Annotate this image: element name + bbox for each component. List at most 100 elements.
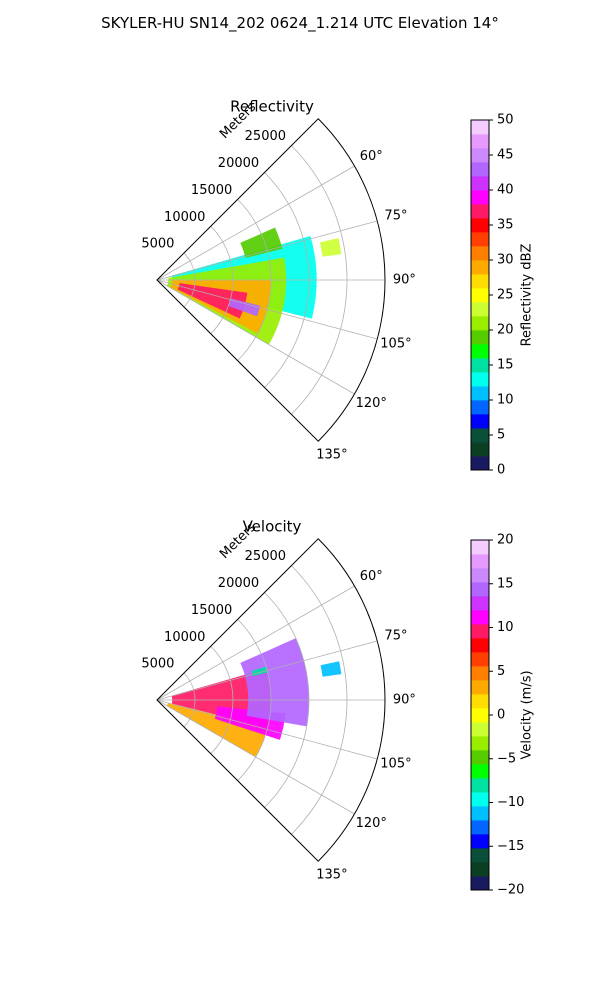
colorbar-swatch-24 [471,120,489,135]
echo-region-4 [320,661,342,677]
panel-title: Reflectivity [230,98,314,116]
azimuth-spoke-1 [156,640,378,701]
colorbar-tick-label-2: −10 [497,795,524,810]
colorbar-swatch-21 [471,162,489,177]
colorbar-tick-label-1: −15 [497,839,524,854]
radial-tick-label-2: 15000 [191,183,232,198]
azimuth-tick-label-2: 90° [393,273,416,288]
azimuth-spoke-3 [156,699,378,760]
colorbar-swatch-7 [471,358,489,373]
azimuth-tick-label-0: 60° [360,149,383,164]
colorbar: −20 −15 −10 −5 0 5 10 15 20 Velocity (m/s) [470,533,535,898]
colorbar-swatch-16 [471,232,489,247]
colorbar-swatch-13 [471,694,489,709]
colorbar-swatch-9 [471,750,489,765]
colorbar-swatch-22 [471,148,489,163]
colorbar-swatch-12 [471,288,489,303]
colorbar-swatch-14 [471,680,489,695]
azimuth-spoke-4 [156,699,355,815]
colorbar-swatch-23 [471,554,489,569]
colorbar-tick-label-8: 40 [497,183,514,198]
echo-region-1 [166,702,268,757]
colorbar-swatch-1 [471,862,489,877]
colorbar-tick-label-6: 30 [497,253,514,268]
sector-outline [156,118,386,442]
colorbar-swatch-19 [471,190,489,205]
colorbar-swatch-11 [471,302,489,317]
colorbar-tick-label-3: −5 [497,751,516,766]
colorbar-swatch-7 [471,778,489,793]
azimuth-tick-label-5: 135° [316,867,347,882]
panel-title: Velocity [243,518,302,536]
colorbar-swatch-0 [471,876,489,891]
colorbar-swatch-22 [471,568,489,583]
azimuth-tick-label-3: 105° [380,757,411,772]
colorbar-swatch-19 [471,610,489,625]
colorbar-swatch-1 [471,442,489,457]
radial-tick-label-0: 5000 [141,237,174,252]
colorbar-swatch-8 [471,344,489,359]
colorbar-swatch-2 [471,428,489,443]
colorbar-swatch-17 [471,638,489,653]
azimuth-spoke-3 [156,279,378,340]
colorbar-tick-label-5: 25 [497,288,514,303]
colorbar-swatch-15 [471,246,489,261]
azimuth-spoke-0 [156,585,355,701]
colorbar-tick-label-0: −20 [497,883,524,898]
radial-tick-label-1: 10000 [164,210,205,225]
radial-tick-label-1: 10000 [164,630,205,645]
colorbar-swatch-14 [471,260,489,275]
sector-outline [156,538,386,862]
radial-tick-label-4: 25000 [245,129,286,144]
colorbar-swatch-5 [471,806,489,821]
colorbar-swatch-21 [471,582,489,597]
colorbar-swatch-24 [471,540,489,555]
colorbar-tick-label-7: 35 [497,218,514,233]
colorbar-tick-label-4: 20 [497,323,514,338]
azimuth-tick-label-2: 90° [393,693,416,708]
azimuth-tick-label-3: 105° [380,337,411,352]
colorbar-swatch-10 [471,736,489,751]
azimuth-tick-label-4: 120° [356,396,387,411]
azimuth-tick-label-5: 135° [316,447,347,462]
azimuth-spoke-0 [156,165,355,281]
colorbar-swatch-12 [471,708,489,723]
colorbar-tick-label-7: 15 [497,576,514,591]
colorbar-swatch-2 [471,848,489,863]
echo-region-5 [240,227,283,258]
echo-region-3 [240,638,309,727]
colorbar-swatch-18 [471,204,489,219]
colorbar-swatch-9 [471,330,489,345]
colorbar-swatch-17 [471,218,489,233]
azimuth-spoke-4 [156,279,355,395]
azimuth-tick-label-1: 75° [384,628,407,643]
colorbar-swatch-3 [471,414,489,429]
colorbar-tick-label-6: 10 [497,620,514,635]
azimuth-tick-label-4: 120° [356,816,387,831]
colorbar-tick-label-5: 5 [497,664,505,679]
colorbar-swatch-15 [471,666,489,681]
colorbar-tick-label-2: 10 [497,393,514,408]
colorbar-tick-label-8: 20 [497,533,514,548]
colorbar-swatch-11 [471,722,489,737]
echo-region-6 [319,238,342,257]
colorbar-swatch-16 [471,652,489,667]
azimuth-tick-label-0: 60° [360,569,383,584]
colorbar-tick-label-10: 50 [497,113,514,128]
colorbar-swatch-4 [471,820,489,835]
colorbar-swatch-10 [471,316,489,331]
echo-region-3 [177,283,248,319]
colorbar-tick-label-4: 0 [497,708,505,723]
radial-tick-label-3: 20000 [218,156,259,171]
colorbar-swatch-0 [471,456,489,471]
azimuth-tick-label-1: 75° [384,208,407,223]
colorbar-tick-label-1: 5 [497,428,505,443]
colorbar-swatch-8 [471,764,489,779]
colorbar-tick-label-9: 45 [497,148,514,163]
azimuth-spoke-1 [156,220,378,281]
figure-title: SKYLER-HU SN14_202 0624_1.214 UTC Elevat… [101,14,499,32]
colorbar-tick-label-3: 15 [497,358,514,373]
colorbar-swatch-18 [471,624,489,639]
radial-tick-label-4: 25000 [245,549,286,564]
radial-tick-label-3: 20000 [218,576,259,591]
